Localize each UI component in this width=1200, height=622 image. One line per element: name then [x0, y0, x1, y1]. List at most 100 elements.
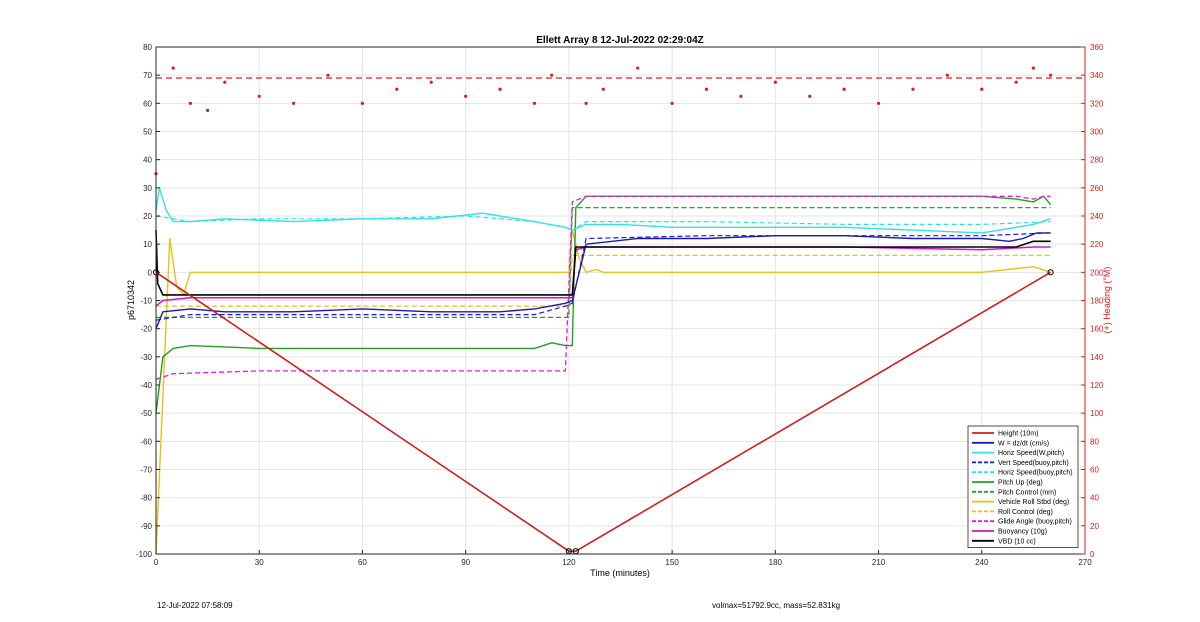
y2-tick-label: 140: [1090, 353, 1104, 362]
heading-point: [911, 87, 915, 91]
heading-point: [360, 101, 365, 105]
legend-label: W = dz/dt (cm/s): [998, 440, 1049, 447]
heading-point: [808, 94, 812, 98]
heading-point: [876, 101, 881, 105]
heading-point: [464, 94, 468, 98]
y2-tick-label: 180: [1090, 297, 1104, 306]
y2-tick-label: 280: [1090, 156, 1104, 165]
y-tick-label: 50: [143, 128, 152, 137]
y2-tick-label: 360: [1090, 43, 1104, 52]
series-height-10m: [155, 271, 1052, 553]
x-tick-label: 150: [665, 558, 679, 567]
y-tick-label: -80: [140, 494, 152, 503]
legend-label: Horiz Speed(buoy,pitch): [998, 470, 1073, 477]
heading-point: [773, 80, 777, 84]
y-tick-label: 60: [143, 99, 152, 108]
series-glide-angle-buoy-pitch: [155, 195, 1051, 381]
heading-point: [945, 73, 949, 77]
y2-tick-label: 340: [1090, 71, 1104, 80]
y-tick-label: -60: [140, 437, 152, 446]
x-tick-label: 270: [1078, 558, 1092, 567]
heading-point: [429, 80, 433, 84]
heading-point: [670, 101, 674, 105]
x-tick-label: 180: [769, 558, 783, 567]
legend-label: Vehicle Roll Stbd (deg): [998, 499, 1069, 506]
series-vbd-10-cc: [155, 230, 1051, 296]
y2-tick-label: 220: [1090, 240, 1104, 249]
y2-tick-label: 40: [1090, 494, 1099, 503]
legend-label: Horiz Speed(W,pitch): [998, 450, 1064, 457]
series-buoyancy-10g: [155, 246, 1051, 307]
heading-point: [704, 87, 709, 91]
series-pitch-up-deg: [155, 195, 1052, 414]
y-tick-label: -90: [140, 522, 152, 531]
y2-tick-label: 300: [1090, 128, 1104, 137]
y-tick-label: 80: [143, 43, 152, 52]
heading-point: [980, 87, 984, 91]
plot-series: [152, 66, 1085, 555]
series-pitch-control-mm: [156, 207, 1051, 318]
y2-tick-label: 260: [1090, 184, 1104, 193]
y-tick-label: -50: [140, 409, 152, 418]
y2-tick-label: 240: [1090, 212, 1104, 221]
legend-label: Pitch Up (deg): [998, 480, 1043, 487]
heading-point: [636, 66, 640, 70]
heading-point: [498, 87, 502, 91]
footer-volmax-mass: volmax=51792.9cc, mass=52.831kg: [712, 601, 841, 610]
y2-tick-label: 320: [1090, 99, 1104, 108]
heading-point: [1014, 80, 1018, 84]
y-tick-label: 0: [148, 268, 153, 277]
legend-label: Vert Speed(buoy,pitch): [998, 460, 1069, 467]
legend-label: Glide Angle (buoy,pitch): [998, 519, 1072, 526]
y2-tick-label: 120: [1090, 381, 1104, 390]
x-tick-label: 60: [358, 558, 367, 567]
height-point: [1047, 269, 1054, 276]
series-heading: [154, 66, 1053, 176]
y-tick-label: 70: [143, 71, 152, 80]
y-tick-label: 10: [143, 240, 152, 249]
heading-point: [1048, 73, 1053, 77]
y-tick-label: -100: [136, 550, 153, 559]
legend-box: [967, 425, 1079, 548]
legend-label: Buoyancy (10g): [998, 529, 1047, 536]
x-axis-label: Time (minutes): [590, 568, 650, 578]
chart-title: Ellett Array 8 12-Jul-2022 02:29:04Z: [536, 35, 704, 46]
legend-label: Roll Control (deg): [998, 509, 1053, 516]
y-axis-label: p6710342: [126, 280, 136, 320]
legend: Height (10m) W = dz/dt (cm/s) Horiz Speed(…: [967, 425, 1079, 548]
x-tick-label: 240: [975, 558, 989, 567]
x-tick-label: 210: [872, 558, 886, 567]
heading-point: [842, 87, 846, 91]
heading-point: [532, 101, 537, 105]
heading-point: [171, 66, 175, 70]
heading-point: [601, 87, 605, 91]
heading-point: [292, 101, 296, 105]
axis-ticks: 0 30 60 90 120 150 180 210 240 270-100-90-80-70-6…: [136, 43, 1104, 567]
heading-point: [326, 73, 330, 77]
heading-point: [1031, 66, 1035, 70]
heading-point: [188, 101, 193, 105]
y2-tick-label: 80: [1090, 437, 1099, 446]
legend-label: VBD (10 cc): [998, 538, 1036, 545]
footer-timestamp: 12-Jul-2022 07:58:09: [157, 601, 233, 610]
heading-point: [550, 73, 554, 77]
series-vert-speed-buoy-pitch: [155, 232, 1051, 321]
y-tick-label: -40: [140, 381, 152, 390]
y2-tick-label: 200: [1090, 268, 1104, 277]
y-tick-label: 40: [143, 156, 152, 165]
heading-point: [395, 87, 399, 91]
heading-point: [739, 94, 743, 98]
y-tick-label: -70: [140, 466, 152, 475]
y-tick-label: -10: [140, 297, 152, 306]
legend-label: Height (10m): [998, 431, 1038, 438]
heading-point: [206, 108, 210, 112]
x-tick-label: 0: [154, 558, 159, 567]
y2-tick-label: 20: [1090, 522, 1099, 531]
y-tick-label: 30: [143, 184, 152, 193]
legend-label: Pitch Control (mm): [998, 489, 1056, 496]
series-horiz-speed-w-pitch: [155, 187, 1051, 234]
heading-point: [257, 94, 261, 98]
y-tick-label: -30: [140, 353, 152, 362]
y2-tick-label: 100: [1090, 409, 1104, 418]
